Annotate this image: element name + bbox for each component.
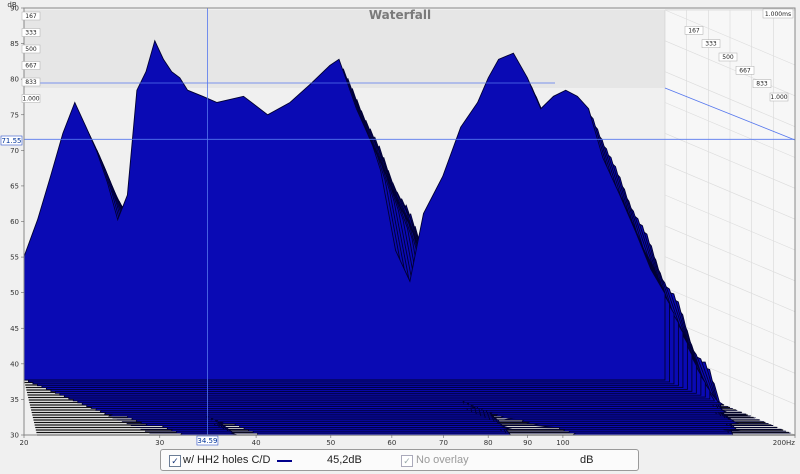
y-tick-label: 70 bbox=[10, 147, 19, 155]
time-tick: 333 bbox=[701, 39, 721, 48]
x-tick-label: 80 bbox=[484, 439, 493, 447]
x-cursor-readout[interactable]: 34.59 bbox=[196, 435, 219, 446]
legend-bar: ✓ w/ HH2 holes C/D 45,2dB ✓ No overlay d… bbox=[160, 449, 639, 471]
y-tick-label: 30 bbox=[10, 432, 19, 440]
side-db-line bbox=[664, 71, 796, 127]
x-tick-label: 200Hz bbox=[773, 439, 796, 447]
time-tick-left-label: 667 bbox=[25, 63, 37, 70]
y-tick-label: 45 bbox=[10, 325, 19, 333]
y-tick-label: 40 bbox=[10, 360, 19, 368]
time-tick-label: 667 bbox=[739, 67, 751, 74]
y-tick-label: 35 bbox=[10, 396, 19, 404]
time-tick-label: 167 bbox=[688, 27, 700, 34]
time-tick-left: 1.000 bbox=[21, 94, 41, 103]
side-db-line bbox=[664, 40, 796, 97]
time-tick: 167 bbox=[684, 26, 704, 35]
x-cursor-value: 34.59 bbox=[197, 437, 217, 445]
depth-cursor-line bbox=[664, 87, 796, 141]
y-axis-label: dB bbox=[7, 1, 16, 9]
time-tick-left-label: 333 bbox=[25, 30, 37, 37]
waterfall-slice bbox=[23, 39, 666, 381]
series-name: w/ HH2 holes C/D bbox=[183, 454, 271, 466]
time-tick-left: 667 bbox=[21, 61, 41, 70]
side-db-line bbox=[664, 133, 796, 189]
series-line-swatch bbox=[277, 460, 292, 462]
time-tick-left: 167 bbox=[21, 11, 41, 21]
time-max-label: 1.000ms bbox=[765, 11, 791, 18]
time-tick-left-label: 500 bbox=[25, 46, 37, 53]
y-tick-label: 80 bbox=[10, 76, 19, 84]
cursor-lines bbox=[24, 8, 796, 435]
y-cursor-readout[interactable]: 71.55 bbox=[0, 135, 23, 146]
time-tick: 667 bbox=[735, 66, 755, 75]
side-db-line bbox=[664, 225, 796, 282]
y-tick-label: 75 bbox=[10, 111, 19, 119]
y-tick-label: 90 bbox=[10, 5, 19, 13]
side-db-line bbox=[664, 102, 796, 158]
y-tick-label: 65 bbox=[10, 182, 19, 190]
time-tick-left: 333 bbox=[21, 28, 41, 37]
x-tick-label: 20 bbox=[20, 439, 29, 447]
overlay-checkbox[interactable]: ✓ bbox=[401, 455, 413, 467]
y-tick-label: 60 bbox=[10, 218, 19, 226]
series-visible-checkbox[interactable]: ✓ bbox=[169, 455, 181, 467]
side-db-line bbox=[664, 194, 796, 251]
y-cursor-value: 71.55 bbox=[1, 137, 21, 145]
series-level-value: 45,2dB bbox=[327, 454, 362, 466]
x-tick-label: 40 bbox=[252, 439, 261, 447]
time-tick: 1.000 bbox=[769, 92, 789, 102]
overlay-unit-label: dB bbox=[580, 454, 594, 466]
x-tick-label: 90 bbox=[523, 439, 532, 447]
y-axis: 90 85 80 75 70 65 60 55 50 45 40 35 30 bbox=[10, 5, 24, 440]
waterfall-slices bbox=[23, 39, 795, 436]
time-tick-label: 1.000 bbox=[770, 94, 787, 101]
time-tick-left-label: 833 bbox=[25, 79, 37, 86]
overlay-label: No overlay bbox=[416, 454, 469, 466]
time-tick-label: 333 bbox=[705, 41, 717, 48]
x-tick-label: 70 bbox=[439, 439, 448, 447]
chart-title: Waterfall bbox=[369, 8, 431, 22]
y-tick-label: 50 bbox=[10, 289, 19, 297]
side-db-line bbox=[664, 287, 796, 343]
time-max-badge: 1.000ms bbox=[762, 8, 794, 19]
y-tick-label: 55 bbox=[10, 254, 19, 262]
x-tick-label: 60 bbox=[387, 439, 396, 447]
time-tick-left: 500 bbox=[21, 44, 41, 54]
side-db-line bbox=[664, 256, 796, 312]
time-tick-label: 500 bbox=[722, 54, 734, 61]
side-db-line bbox=[664, 318, 796, 374]
x-tick-label: 30 bbox=[155, 439, 164, 447]
time-tick-left-label: 167 bbox=[25, 13, 37, 20]
x-tick-label: 100 bbox=[556, 439, 569, 447]
x-axis: 20 30 40 50 60 70 80 90 100 200Hz bbox=[20, 435, 796, 447]
time-tick: 500 bbox=[718, 52, 738, 62]
x-tick-label: 50 bbox=[326, 439, 335, 447]
time-tick: 833 bbox=[752, 79, 772, 88]
time-tick-label: 833 bbox=[756, 81, 768, 88]
time-tick-left-label: 1.000 bbox=[22, 96, 39, 103]
side-db-line bbox=[664, 9, 796, 66]
time-tick-left: 833 bbox=[21, 77, 41, 87]
y-tick-label: 85 bbox=[10, 40, 19, 48]
side-db-line bbox=[664, 163, 796, 220]
